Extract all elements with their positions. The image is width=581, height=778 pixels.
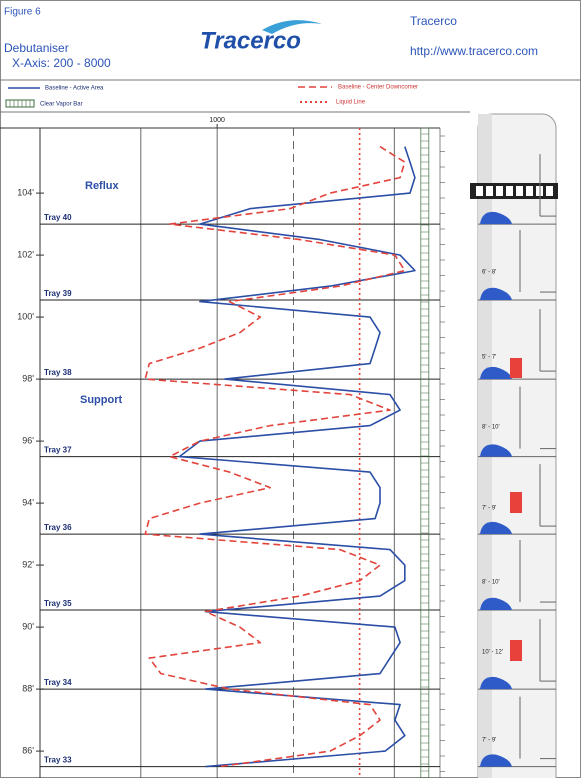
annotation: Reflux — [85, 180, 120, 192]
liquid-blob — [480, 754, 512, 767]
legend-swatch — [5, 99, 35, 108]
y-tick-label: 98' — [22, 373, 34, 383]
downcomer-liquid — [510, 640, 522, 661]
axis-note: X-Axis: 200 - 8000 — [12, 56, 111, 70]
y-tick-label: 104' — [17, 187, 34, 197]
y-tick-label: 96' — [22, 435, 34, 445]
legend-label: Liquid Line — [336, 100, 366, 106]
tray-label: Tray 33 — [44, 756, 72, 765]
downcomer-liquid — [510, 492, 522, 513]
nozzle-window — [486, 186, 493, 196]
y-tick-label: 92' — [22, 559, 34, 569]
company: Tracerco — [410, 14, 457, 28]
tray-label: Tray 40 — [44, 213, 72, 222]
column-label: 8' - 10' — [482, 425, 500, 431]
figure-number: Figure 6 — [4, 7, 41, 18]
column-label: 7' - 9' — [482, 738, 496, 744]
y-tick-label: 88' — [22, 683, 34, 693]
tray-label: Tray 36 — [44, 523, 72, 532]
column-shade — [478, 114, 492, 778]
column-label: 7' - 9' — [482, 506, 496, 512]
y-tick-label: 90' — [22, 621, 34, 631]
liquid-blob — [480, 366, 512, 380]
y-tick-label: 100' — [17, 311, 34, 321]
series-line — [144, 145, 406, 768]
annotation: Support — [80, 394, 122, 406]
y-tick-label: 94' — [22, 497, 34, 507]
tray-label: Tray 37 — [44, 446, 72, 455]
vapor-bar-frame — [420, 127, 430, 778]
nozzle — [470, 183, 558, 199]
liquid-blob — [480, 676, 512, 690]
column-diagram: 6' - 8' 5' - 7' 8' - 10' 7' - 9' 8' - 10' 10'… — [470, 113, 558, 778]
url[interactable]: http://www.tracerco.com — [410, 44, 538, 58]
downcomer-liquid — [510, 358, 522, 378]
nozzle-window — [516, 186, 523, 196]
liquid-blob — [480, 444, 512, 457]
y-tick-label: 102' — [17, 249, 34, 259]
legend-label: Clear Vapor Bar — [40, 102, 83, 108]
column-name: Debutaniser — [4, 41, 69, 55]
tray-label: Tray 38 — [44, 368, 72, 377]
liquid-blob — [480, 597, 512, 611]
tray-label: Tray 39 — [44, 289, 72, 298]
nozzle-window — [546, 186, 553, 196]
nozzle-window — [506, 186, 513, 196]
y-tick-label: 86' — [22, 745, 34, 755]
series-line — [178, 146, 416, 768]
liquid-blob — [480, 287, 512, 301]
legend-label: Baseline - Center Downcomer — [338, 85, 418, 91]
nozzle-window — [476, 186, 483, 196]
logo-swoosh — [262, 20, 322, 34]
clear-vapor-bar — [420, 127, 430, 778]
column-label: 5' - 7' — [482, 355, 496, 361]
column-label: 10' - 12' — [482, 650, 503, 656]
liquid-blob — [480, 211, 512, 225]
column-label: 6' - 8' — [482, 270, 496, 276]
column-label: 8' - 10' — [482, 580, 500, 586]
liquid-blob — [480, 521, 512, 535]
legend-label: Baseline - Active Area — [45, 86, 104, 92]
tray-label: Tray 34 — [44, 678, 72, 687]
tray-label: Tray 35 — [44, 599, 72, 608]
nozzle-window — [526, 186, 533, 196]
logo: Tracerco — [200, 27, 301, 54]
nozzle-window — [496, 186, 503, 196]
x-tick-label: 1000 — [209, 117, 225, 124]
